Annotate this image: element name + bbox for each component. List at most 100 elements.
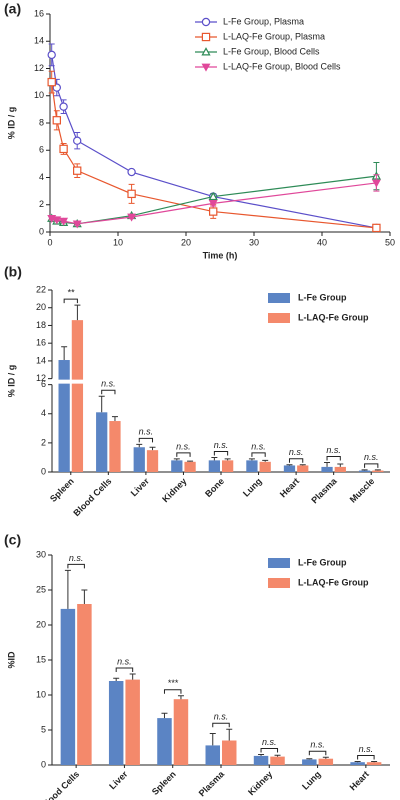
marker <box>208 200 218 209</box>
error-bar <box>173 458 180 461</box>
error-bar <box>286 464 293 466</box>
x-tick-label: Spleen <box>150 769 178 797</box>
significance-label: n.s. <box>69 553 84 563</box>
error-bar <box>187 460 194 462</box>
significance-bracket <box>251 452 266 457</box>
significance-bracket <box>138 437 154 443</box>
significance-bracket <box>213 450 229 456</box>
error-bar <box>248 458 255 461</box>
panel-label: (b) <box>4 264 22 280</box>
significance-label: n.s. <box>139 427 154 437</box>
y-tick-label: 18 <box>36 320 46 330</box>
y-tick-label: 16 <box>34 8 44 18</box>
y-tick-label: 14 <box>36 355 46 365</box>
significance-label: n.s. <box>214 712 229 722</box>
error-bar <box>74 304 81 321</box>
legend-label: L-Fe Group <box>298 292 347 302</box>
significance-bracket <box>176 452 191 457</box>
marker <box>209 207 218 216</box>
bar <box>297 465 309 472</box>
significance-label: n.s. <box>326 445 341 455</box>
error-bar <box>371 761 378 763</box>
y-tick-label: 20 <box>36 619 46 629</box>
significance-bracket <box>163 689 182 694</box>
bar <box>77 604 92 765</box>
y-tick-label: 2 <box>39 199 44 209</box>
y-axis-label: % ID / g <box>6 365 16 398</box>
error-bar <box>111 416 118 422</box>
y-tick-label: 20 <box>36 302 46 312</box>
bar <box>71 320 84 472</box>
y-tick-label: 4 <box>41 408 46 418</box>
y-axis-label: %ID <box>6 651 16 669</box>
bar <box>366 762 382 765</box>
error-bar <box>299 464 306 466</box>
marker <box>72 136 82 145</box>
bar <box>205 745 220 765</box>
bar <box>318 758 334 765</box>
error-bar <box>274 754 281 757</box>
y-tick-label: 16 <box>36 338 46 348</box>
significance-bracket <box>67 563 85 569</box>
significance-label: n.s. <box>359 744 374 754</box>
bar <box>246 460 258 472</box>
bar <box>358 470 371 472</box>
y-tick-label: 10 <box>36 689 46 699</box>
error-bar <box>258 754 265 756</box>
error-bar <box>262 459 269 462</box>
significance-label: n.s. <box>364 452 379 462</box>
bar <box>208 460 220 472</box>
bar <box>108 681 124 765</box>
legend-swatch <box>268 578 290 588</box>
x-tick-label: Blood Cells <box>71 476 113 518</box>
bar <box>96 412 108 472</box>
marker <box>47 77 56 87</box>
legend-label: L-LAQ-Fe Group, Plasma <box>223 31 325 41</box>
y-tick-label: 0 <box>41 759 46 769</box>
x-tick-label: 20 <box>181 237 191 247</box>
significance-bracket <box>101 389 116 395</box>
marker <box>127 213 137 222</box>
legend-swatch <box>268 558 290 568</box>
bar <box>133 447 145 472</box>
marker <box>72 220 82 229</box>
significance-bracket <box>326 456 341 461</box>
significance-label: n.s. <box>214 440 229 450</box>
y-tick-label: 10 <box>34 90 44 100</box>
x-tick-label: Spleen <box>48 476 76 504</box>
marker <box>59 144 68 154</box>
significance-bracket <box>260 748 279 753</box>
error-bar <box>136 443 143 448</box>
bar <box>184 461 196 472</box>
marker <box>127 189 136 199</box>
legend-swatch <box>268 313 290 323</box>
error-bar <box>209 733 216 746</box>
y-tick-label: 0 <box>41 466 46 476</box>
x-tick-label: Blood Cells <box>39 769 81 800</box>
error-bar <box>98 395 105 413</box>
y-tick-label: 22 <box>36 284 46 294</box>
error-bar <box>337 463 344 467</box>
y-tick-label: 8 <box>39 117 44 127</box>
y-tick-label: 6 <box>41 379 46 389</box>
x-tick-label: 10 <box>113 237 123 247</box>
bar <box>259 461 271 472</box>
legend-marker <box>201 63 211 72</box>
error-bar <box>64 569 71 609</box>
y-tick-label: 2 <box>41 437 46 447</box>
bar <box>157 718 172 765</box>
bar <box>321 466 333 472</box>
error-bar <box>224 458 231 461</box>
legend-marker <box>201 47 211 56</box>
error-bar <box>226 728 233 741</box>
error-bar <box>149 446 156 451</box>
error-bar <box>129 673 136 680</box>
error-bar <box>211 456 218 461</box>
y-tick-label: 12 <box>34 63 44 73</box>
marker <box>127 167 136 177</box>
marker <box>371 179 381 188</box>
x-tick-label: 30 <box>249 237 259 247</box>
bar <box>283 465 296 472</box>
legend-label: L-Fe Group, Blood Cells <box>223 46 320 56</box>
